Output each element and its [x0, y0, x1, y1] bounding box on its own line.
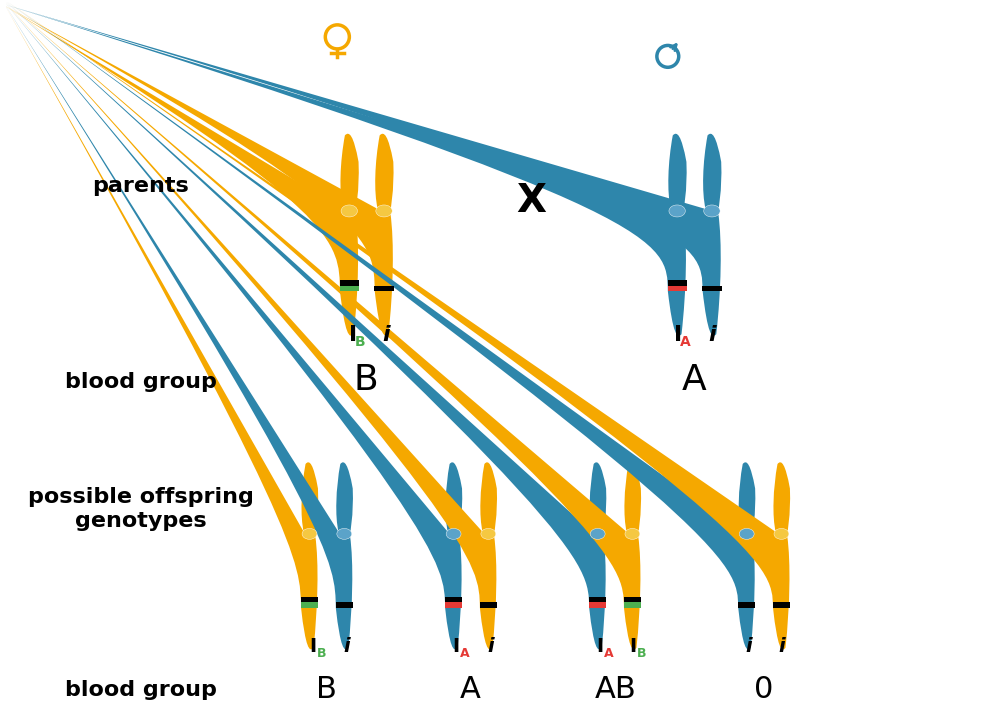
- Ellipse shape: [376, 205, 392, 217]
- Bar: [340, 286, 359, 291]
- Text: blood group: blood group: [65, 680, 217, 700]
- Text: $\mathbf{I}$: $\mathbf{I}$: [452, 636, 460, 656]
- Text: possible offspring
genotypes: possible offspring genotypes: [27, 487, 254, 531]
- PathPatch shape: [703, 134, 722, 336]
- Text: $\mathbf{I}$: $\mathbf{I}$: [308, 636, 317, 656]
- PathPatch shape: [336, 462, 353, 649]
- Bar: [589, 603, 607, 608]
- Text: $\mathbf{I}$: $\mathbf{I}$: [629, 636, 636, 656]
- Bar: [667, 286, 686, 291]
- Text: B: B: [354, 363, 378, 397]
- Bar: [336, 603, 353, 608]
- Bar: [374, 286, 394, 291]
- Bar: [667, 280, 686, 286]
- Ellipse shape: [704, 205, 720, 217]
- Text: parents: parents: [92, 176, 188, 196]
- Ellipse shape: [669, 205, 685, 217]
- Ellipse shape: [302, 528, 317, 539]
- Ellipse shape: [739, 528, 754, 539]
- Text: $\mathbf{I}$: $\mathbf{I}$: [348, 325, 356, 345]
- Text: A: A: [460, 647, 470, 660]
- PathPatch shape: [480, 462, 497, 649]
- Text: A: A: [604, 647, 614, 660]
- Text: $\mathbf{I}$: $\mathbf{I}$: [673, 325, 681, 345]
- Text: B: B: [317, 647, 327, 660]
- PathPatch shape: [301, 462, 319, 649]
- Text: B: B: [637, 647, 646, 660]
- Bar: [300, 603, 319, 608]
- Bar: [773, 603, 790, 608]
- Ellipse shape: [625, 528, 640, 539]
- Text: i: i: [382, 325, 390, 345]
- Bar: [445, 597, 463, 603]
- Text: blood group: blood group: [65, 372, 217, 392]
- PathPatch shape: [667, 134, 686, 336]
- Text: 0: 0: [754, 675, 773, 704]
- Text: $\mathbf{I}$: $\mathbf{I}$: [596, 636, 604, 656]
- Text: i: i: [708, 325, 716, 345]
- Ellipse shape: [341, 205, 358, 217]
- Ellipse shape: [591, 528, 605, 539]
- Text: i: i: [343, 636, 350, 656]
- Bar: [703, 286, 722, 291]
- Text: A: A: [681, 363, 707, 397]
- PathPatch shape: [738, 462, 755, 649]
- PathPatch shape: [589, 462, 606, 649]
- PathPatch shape: [375, 134, 393, 336]
- Text: AB: AB: [595, 675, 636, 704]
- Ellipse shape: [481, 528, 496, 539]
- Text: B: B: [316, 675, 337, 704]
- Text: i: i: [487, 636, 494, 656]
- Bar: [300, 597, 319, 603]
- Text: i: i: [745, 636, 752, 656]
- Bar: [445, 603, 463, 608]
- PathPatch shape: [340, 134, 359, 336]
- Bar: [589, 597, 607, 603]
- Bar: [480, 603, 497, 608]
- Ellipse shape: [337, 528, 352, 539]
- PathPatch shape: [445, 462, 463, 649]
- Text: A: A: [679, 335, 690, 349]
- Text: X: X: [516, 182, 546, 220]
- PathPatch shape: [624, 462, 641, 649]
- Text: i: i: [778, 636, 785, 656]
- Text: A: A: [460, 675, 481, 704]
- Bar: [340, 280, 359, 286]
- Bar: [738, 603, 755, 608]
- Ellipse shape: [447, 528, 461, 539]
- Bar: [624, 603, 641, 608]
- Text: B: B: [355, 335, 366, 349]
- Bar: [624, 597, 641, 603]
- PathPatch shape: [773, 462, 790, 649]
- Ellipse shape: [774, 528, 789, 539]
